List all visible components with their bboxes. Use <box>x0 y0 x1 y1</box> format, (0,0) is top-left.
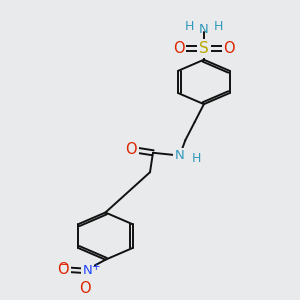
Text: N: N <box>199 23 209 36</box>
Text: N: N <box>82 264 92 277</box>
Text: O: O <box>173 41 184 56</box>
Text: N: N <box>175 149 184 162</box>
Text: O: O <box>79 280 91 296</box>
Text: H: H <box>214 20 224 33</box>
Text: +: + <box>92 262 100 272</box>
Text: H: H <box>184 20 194 33</box>
Text: H: H <box>192 152 201 165</box>
Text: −: − <box>60 260 70 270</box>
Text: O: O <box>126 142 137 157</box>
Text: O: O <box>58 262 69 277</box>
Text: S: S <box>199 41 209 56</box>
Text: O: O <box>223 41 235 56</box>
